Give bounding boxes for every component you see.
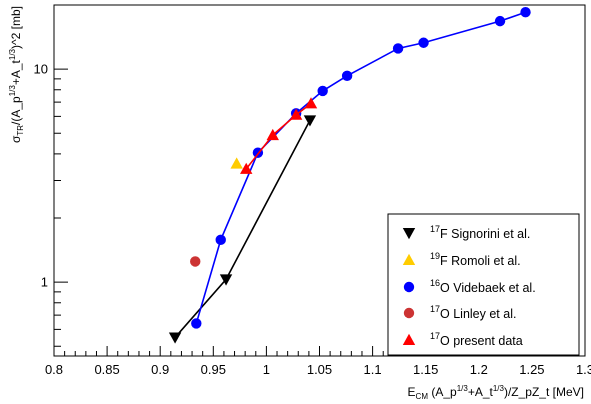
series-1 <box>230 157 243 169</box>
series-line <box>245 102 312 170</box>
x-tick-label: 1 <box>263 362 270 377</box>
x-axis: 0.8 0.85 0.9 0.95 1 1.05 1.1 1.15 1.2 1.25 1.3 <box>45 346 591 377</box>
x-axis-label: ECM (A_p1/3+A_t1/3)/Z_pZ_t [MeV] <box>408 384 584 401</box>
series-line <box>195 11 526 324</box>
series-0 <box>168 115 317 344</box>
legend-box <box>387 213 580 356</box>
series-3 <box>190 256 201 267</box>
legend-entry: 17O present data <box>402 331 523 348</box>
legend-label: 17O Linley et al. <box>430 304 516 321</box>
data-point <box>230 157 243 169</box>
data-point <box>215 234 226 246</box>
data-point <box>341 70 353 82</box>
plot-area <box>168 7 531 344</box>
data-point <box>418 37 429 48</box>
legend-marker <box>402 333 416 345</box>
x-tick-label: 1.2 <box>470 362 488 377</box>
legend-entry: 19F Romoli et al. <box>402 251 521 268</box>
x-tick-label: 0.9 <box>151 362 169 377</box>
data-point <box>219 274 233 286</box>
legend-label-superscript: 17 <box>430 331 440 341</box>
legend-label-text: F Signorini et al. <box>440 227 530 241</box>
y-tick-label: 10 <box>34 62 48 77</box>
legend-label-text: O Linley et al. <box>440 307 516 321</box>
data-point <box>289 108 303 120</box>
data-point <box>190 256 201 267</box>
y-axis: 1 10 <box>34 4 68 347</box>
x-tick-label: 1.25 <box>519 362 544 377</box>
x-tick-label: 0.85 <box>94 362 119 377</box>
series-4 <box>240 97 318 174</box>
legend-label-superscript: 17 <box>430 224 440 234</box>
legend-entry: 16O Videbaek et al. <box>403 278 536 295</box>
legend-label-superscript: 17 <box>430 304 440 314</box>
x-tick-label: 1.3 <box>576 362 591 377</box>
legend-label-text: O present data <box>440 334 523 348</box>
legend: 17F Signorini et al.19F Romoli et al.16O… <box>387 213 580 356</box>
data-point <box>191 318 202 329</box>
data-point <box>317 85 328 97</box>
legend-label: 16O Videbaek et al. <box>430 278 536 295</box>
legend-marker <box>403 281 415 293</box>
legend-label-superscript: 19 <box>430 251 440 261</box>
legend-marker <box>402 228 416 240</box>
legend-entry: 17O Linley et al. <box>403 304 516 321</box>
legend-label-superscript: 16 <box>430 278 440 288</box>
data-point <box>392 43 404 54</box>
y-axis-label: σTR/(A_p1/3+A_t1/3)^2 [mb] <box>8 6 25 143</box>
x-tick-label: 0.95 <box>201 362 226 377</box>
x-tick-label: 1.15 <box>413 362 438 377</box>
legend-label: 17O present data <box>430 331 523 348</box>
data-point <box>520 7 531 18</box>
legend-label: 17F Signorini et al. <box>430 224 530 241</box>
data-point <box>304 97 318 109</box>
data-point <box>168 332 182 344</box>
data-point <box>494 15 506 27</box>
legend-label: 19F Romoli et al. <box>430 251 521 268</box>
x-tick-label: 1.1 <box>364 362 382 377</box>
data-point <box>240 162 253 174</box>
legend-marker <box>402 253 416 265</box>
data-point <box>303 115 317 127</box>
x-tick-label: 0.8 <box>45 362 63 377</box>
legend-label-text: F Romoli et al. <box>440 254 521 268</box>
y-tick-label: 1 <box>41 275 48 290</box>
x-tick-label: 1.05 <box>307 362 332 377</box>
legend-entry: 17F Signorini et al. <box>402 224 530 241</box>
legend-marker <box>403 307 415 319</box>
legend-label-text: O Videbaek et al. <box>440 281 536 295</box>
data-point <box>266 128 279 141</box>
